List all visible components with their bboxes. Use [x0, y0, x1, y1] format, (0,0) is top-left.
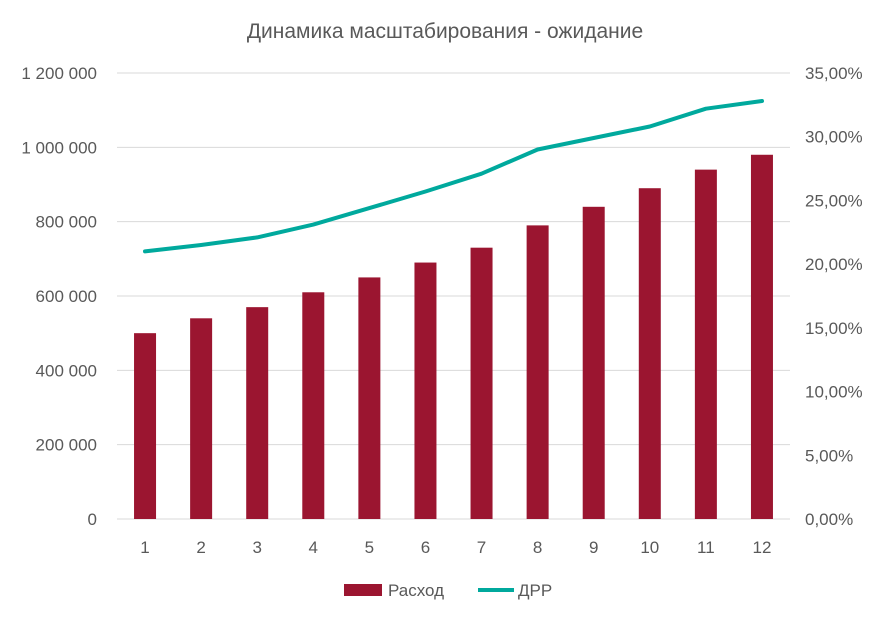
bar — [694, 169, 717, 519]
x-tick-label: 11 — [697, 538, 715, 557]
bar — [750, 154, 773, 519]
x-tick-label: 7 — [477, 538, 486, 557]
series-line — [143, 99, 764, 254]
gridlines — [117, 72, 790, 520]
left-tick-label: 800 000 — [36, 213, 97, 232]
x-tick-label: 2 — [196, 538, 205, 557]
right-y-axis: 0,00% 5,00% 10,00% 15,00% 20,00% 25,00% 30,00%… — [805, 64, 863, 529]
left-tick-label: 200 000 — [36, 436, 97, 455]
bar — [358, 277, 381, 519]
right-tick-label: 15,00% — [805, 319, 863, 338]
x-tick-label: 4 — [309, 538, 318, 557]
legend-label-bar: Расход — [388, 581, 444, 600]
x-tick-label: 6 — [421, 538, 430, 557]
x-tick-label: 1 — [140, 538, 149, 557]
bar — [414, 262, 437, 519]
left-tick-label: 1 200 000 — [21, 64, 97, 83]
left-tick-label: 0 — [88, 510, 97, 529]
chart-title: Динамика масштабирования - ожидание — [247, 20, 643, 43]
x-tick-label: 5 — [365, 538, 374, 557]
left-y-axis: 0 200 000 400 000 600 000 800 000 1 000 000 1 … — [21, 64, 97, 529]
line-series — [143, 99, 764, 254]
legend-swatch-bar — [344, 584, 382, 596]
bar — [302, 292, 325, 519]
right-tick-label: 30,00% — [805, 128, 863, 147]
bar — [246, 307, 269, 519]
right-tick-label: 20,00% — [805, 255, 863, 274]
bar — [190, 318, 213, 519]
x-axis: 1 2 3 4 5 6 7 8 9 10 11 12 — [140, 538, 771, 557]
bar-series — [134, 154, 773, 520]
bar — [470, 247, 493, 519]
left-tick-label: 1 000 000 — [21, 138, 97, 157]
right-tick-label: 25,00% — [805, 191, 863, 210]
bar — [582, 206, 605, 520]
right-tick-label: 0,00% — [805, 510, 853, 529]
right-tick-label: 10,00% — [805, 383, 863, 402]
left-tick-label: 400 000 — [36, 361, 97, 380]
bar — [526, 225, 549, 519]
x-tick-label: 12 — [752, 538, 771, 557]
x-tick-label: 3 — [252, 538, 261, 557]
right-tick-label: 35,00% — [805, 64, 863, 83]
bar — [638, 188, 661, 519]
bar — [134, 333, 157, 519]
legend-label-line: ДРР — [518, 581, 552, 600]
left-tick-label: 600 000 — [36, 287, 97, 306]
x-tick-label: 8 — [533, 538, 542, 557]
x-tick-label: 9 — [589, 538, 598, 557]
legend: Расход ДРР — [344, 581, 552, 600]
x-tick-label: 10 — [640, 538, 659, 557]
right-tick-label: 5,00% — [805, 446, 853, 465]
